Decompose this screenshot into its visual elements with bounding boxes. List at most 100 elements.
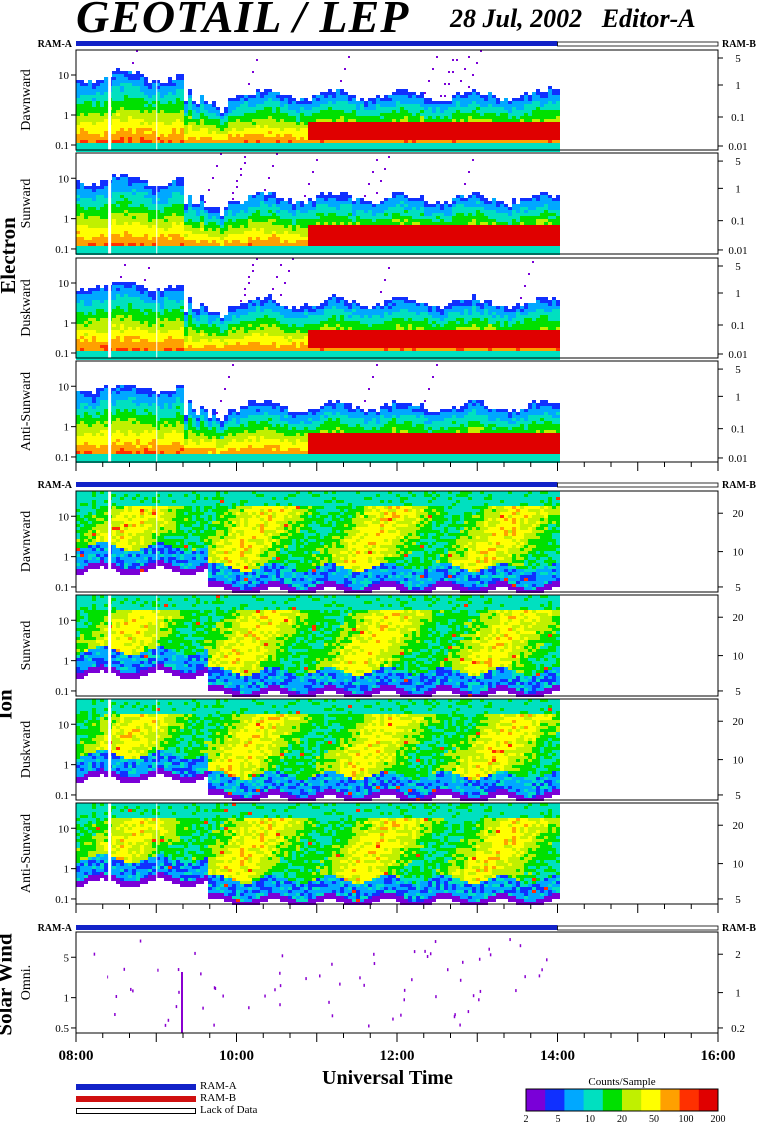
y-tick-left: 1 (64, 318, 70, 330)
data-gap (108, 491, 111, 592)
panel-label: Anti-Sunward (19, 814, 34, 893)
colorbar-tick: 200 (711, 1114, 726, 1125)
y-tick-left: 0.1 (55, 894, 69, 906)
x-tick-label: 08:00 (59, 1048, 94, 1064)
y-tick-left: 0.1 (55, 452, 69, 464)
panel-label: Dawnward (19, 511, 34, 572)
y-tick-left: 10 (58, 615, 70, 627)
y-tick-left: 0.1 (55, 244, 69, 256)
y-tick-right: 0.01 (728, 453, 747, 465)
legend-swatch-ram-a (76, 1084, 196, 1090)
y-tick-right: 0.01 (728, 245, 747, 257)
y-tick-right: 1 (735, 988, 741, 1000)
y-tick-left: 10 (58, 381, 70, 393)
y-tick-right: 2 (735, 949, 741, 961)
data-gap (108, 595, 111, 696)
x-tick-label: 12:00 (380, 1048, 415, 1064)
colorbar-tick: 100 (679, 1114, 694, 1125)
y-tick-left: 1 (64, 760, 70, 772)
panel-label: Omni. (19, 965, 34, 1000)
x-axis-label: Universal Time (322, 1067, 453, 1090)
y-tick-right: 20 (733, 508, 745, 520)
colorbar-segment (660, 1089, 680, 1111)
colorbar-segment (699, 1089, 719, 1111)
y-tick-right: 5 (735, 894, 741, 906)
x-tick-label: 14:00 (540, 1048, 575, 1064)
legend-label-ram-b: RAM-B (200, 1092, 236, 1104)
panel-label: Sunward (19, 179, 34, 229)
data-gap (108, 361, 111, 462)
y-tick-left: 0.5 (55, 1023, 69, 1035)
y-tick-left: 0.1 (55, 686, 69, 698)
data-gap (156, 258, 157, 358)
y-tick-left: 10 (58, 70, 70, 82)
y-tick-right: 5 (735, 582, 741, 594)
data-gap (156, 50, 157, 150)
panel-ion-dawnward: Dawnward 10 1 0.1 20 10 5 (19, 491, 744, 594)
data-gap (156, 153, 157, 254)
y-tick-right: 5 (735, 364, 741, 376)
y-tick-left: 0.1 (55, 348, 69, 360)
y-tick-left: 10 (58, 511, 70, 523)
y-tick-left: 1 (64, 656, 70, 668)
y-tick-right: 0.2 (731, 1023, 745, 1035)
y-tick-left: 0.1 (55, 582, 69, 594)
data-gap (156, 361, 157, 462)
y-tick-right: 5 (735, 53, 741, 65)
legend-swatch-lack (76, 1108, 196, 1114)
data-gap (108, 699, 111, 800)
y-tick-left: 0.1 (55, 790, 69, 802)
data-gap (108, 153, 111, 254)
y-tick-right: 0.1 (731, 320, 745, 332)
data-gap (156, 491, 157, 592)
panel-electron-anti-sunward: Anti-Sunward 10 1 0.1 5 1 0.1 0.01 (19, 361, 748, 465)
data-gap (156, 932, 157, 1033)
ram-a-bar (76, 482, 558, 487)
y-tick-right: 1 (735, 183, 741, 195)
panel-label: Duskward (19, 279, 34, 337)
y-tick-right: 5 (735, 261, 741, 273)
y-tick-right: 1 (735, 391, 741, 403)
y-tick-right: 20 (733, 612, 745, 624)
panels-layer: Dawnward 10 1 0.1 5 1 0.1 0.01 Sunward 10 1 0.1 5 1 0.… (19, 50, 748, 1035)
colorbar-segment (622, 1089, 642, 1111)
data-gap (156, 803, 157, 904)
colorbar-segment (680, 1089, 700, 1111)
lack-of-data-bar (558, 926, 719, 930)
y-tick-right: 20 (733, 716, 745, 728)
ram-b-label: RAM-B (722, 923, 756, 934)
y-tick-right: 20 (733, 820, 745, 832)
y-tick-left: 10 (58, 278, 70, 290)
y-tick-left: 1 (64, 422, 70, 434)
data-gap (108, 932, 111, 1033)
y-tick-right: 5 (735, 790, 741, 802)
colorbar-tick: 50 (649, 1114, 659, 1125)
colorbar-segment (564, 1089, 584, 1111)
ram-a-label: RAM-A (38, 923, 73, 934)
colorbar-tick: 20 (617, 1114, 627, 1125)
panel-label: Anti-Sunward (19, 372, 34, 451)
y-tick-left: 1 (64, 552, 70, 564)
y-tick-left: 0.1 (55, 140, 69, 152)
y-tick-right: 0.01 (728, 141, 747, 153)
y-tick-right: 10 (733, 547, 745, 559)
y-tick-left: 1 (64, 864, 70, 876)
data-gap (156, 699, 157, 800)
figure-title: GEOTAIL / LEP (76, 0, 409, 43)
group-label-electron: Electron (0, 217, 21, 294)
ram-a-label: RAM-A (38, 480, 73, 491)
ram-b-label: RAM-B (722, 480, 756, 491)
y-tick-right: 10 (733, 859, 745, 871)
colorbar-tick: 2 (524, 1114, 529, 1125)
y-tick-right: 0.1 (731, 424, 745, 436)
colorbar-segment (545, 1089, 565, 1111)
group-label-solar-wind: Solar Wind (0, 933, 18, 1035)
y-tick-right: 1 (735, 288, 741, 300)
legend-label-ram-a: RAM-A (200, 1080, 237, 1092)
panel-frame (76, 932, 718, 1033)
